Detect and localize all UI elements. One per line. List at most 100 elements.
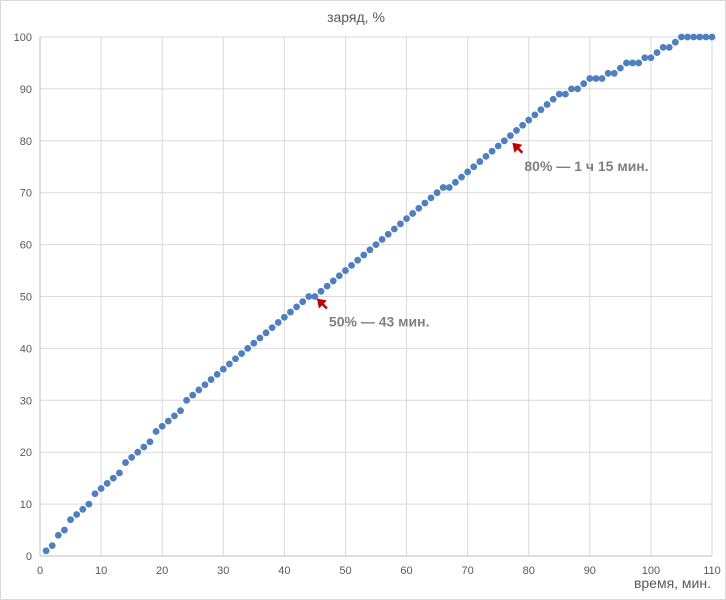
data-point bbox=[513, 127, 520, 134]
data-point bbox=[268, 324, 276, 332]
data-point bbox=[219, 365, 227, 373]
data-point bbox=[91, 490, 99, 498]
data-point bbox=[458, 173, 465, 181]
x-tick-label: 50 bbox=[339, 565, 351, 577]
data-point bbox=[73, 511, 81, 518]
data-point bbox=[48, 542, 56, 550]
data-point bbox=[390, 225, 398, 233]
annotation: 80% — 1 ч 15 мин. bbox=[512, 142, 649, 174]
data-point bbox=[610, 69, 618, 77]
y-tick-label: 40 bbox=[20, 343, 32, 355]
data-point bbox=[421, 199, 429, 207]
data-point bbox=[403, 215, 410, 223]
data-point bbox=[250, 339, 258, 347]
data-point bbox=[232, 355, 239, 363]
data-point bbox=[482, 152, 490, 160]
data-point bbox=[134, 448, 142, 456]
data-point bbox=[85, 500, 93, 508]
data-point bbox=[690, 33, 698, 41]
x-tick-label: 20 bbox=[156, 565, 168, 577]
data-point bbox=[305, 293, 313, 300]
data-point bbox=[439, 184, 447, 191]
data-point bbox=[678, 33, 685, 41]
data-point bbox=[329, 277, 337, 285]
x-tick-label: 80 bbox=[523, 565, 535, 577]
data-point bbox=[531, 111, 539, 119]
x-tick-label: 100 bbox=[642, 565, 660, 577]
annotation-label: 50% — 43 мин. bbox=[329, 314, 430, 330]
data-point bbox=[427, 194, 435, 202]
x-tick-label: 70 bbox=[462, 565, 474, 577]
data-point bbox=[183, 396, 191, 404]
data-point bbox=[274, 319, 282, 326]
data-point bbox=[372, 241, 380, 249]
x-tick-label: 110 bbox=[703, 565, 721, 577]
data-point bbox=[574, 85, 581, 93]
data-point bbox=[140, 443, 148, 451]
data-point bbox=[494, 142, 502, 150]
data-point bbox=[543, 101, 551, 108]
data-point bbox=[555, 90, 563, 98]
data-point bbox=[561, 90, 569, 98]
data-point bbox=[335, 272, 343, 280]
data-point bbox=[317, 287, 325, 295]
data-point bbox=[238, 350, 246, 357]
data-point bbox=[671, 38, 679, 46]
data-point bbox=[445, 184, 453, 191]
data-point bbox=[280, 313, 288, 321]
data-point bbox=[323, 282, 331, 290]
data-point bbox=[79, 505, 87, 513]
gridlines bbox=[40, 36, 713, 556]
data-point bbox=[189, 391, 197, 399]
data-point bbox=[586, 75, 594, 82]
data-point bbox=[384, 230, 392, 238]
x-tick-label: 60 bbox=[400, 565, 412, 577]
data-point bbox=[207, 376, 215, 383]
data-point bbox=[488, 147, 496, 155]
annotation-arrow-head bbox=[512, 142, 523, 153]
data-point bbox=[42, 547, 50, 555]
y-tick-label: 100 bbox=[14, 32, 32, 44]
data-point bbox=[629, 59, 636, 67]
y-tick-label: 0 bbox=[26, 551, 32, 563]
data-point bbox=[665, 43, 673, 51]
data-point bbox=[287, 308, 294, 316]
data-point bbox=[360, 251, 368, 259]
data-point bbox=[116, 469, 123, 477]
y-tick-label: 20 bbox=[20, 447, 32, 459]
data-point bbox=[195, 386, 203, 394]
data-point bbox=[500, 137, 508, 145]
data-point bbox=[171, 412, 178, 420]
data-point bbox=[164, 417, 172, 425]
data-point bbox=[568, 85, 575, 93]
data-point bbox=[635, 59, 643, 67]
x-tick-label: 40 bbox=[278, 565, 290, 577]
x-tick-label: 90 bbox=[584, 565, 596, 577]
data-point bbox=[158, 422, 166, 430]
data-point bbox=[97, 485, 105, 492]
data-point bbox=[549, 95, 557, 103]
x-axis-title: время, мин. bbox=[634, 575, 711, 591]
data-point bbox=[476, 158, 484, 165]
y-tick-label: 70 bbox=[20, 188, 32, 200]
data-point bbox=[293, 303, 300, 311]
data-point bbox=[262, 329, 270, 337]
data-point bbox=[244, 345, 252, 352]
data-point bbox=[225, 360, 233, 368]
data-point bbox=[580, 80, 588, 88]
data-point bbox=[378, 236, 386, 243]
data-point bbox=[348, 261, 355, 269]
data-point bbox=[397, 220, 404, 228]
x-tick-label: 30 bbox=[217, 565, 229, 577]
data-point bbox=[299, 298, 307, 306]
annotation-arrow-head bbox=[316, 298, 327, 309]
data-point bbox=[616, 64, 624, 72]
y-tick-label: 30 bbox=[20, 395, 32, 407]
data-point bbox=[103, 479, 111, 487]
data-point bbox=[598, 75, 606, 82]
x-tick-label: 0 bbox=[37, 565, 43, 577]
data-point bbox=[409, 210, 417, 217]
data-point bbox=[54, 531, 62, 539]
data-point bbox=[67, 516, 74, 524]
data-point bbox=[702, 33, 710, 41]
